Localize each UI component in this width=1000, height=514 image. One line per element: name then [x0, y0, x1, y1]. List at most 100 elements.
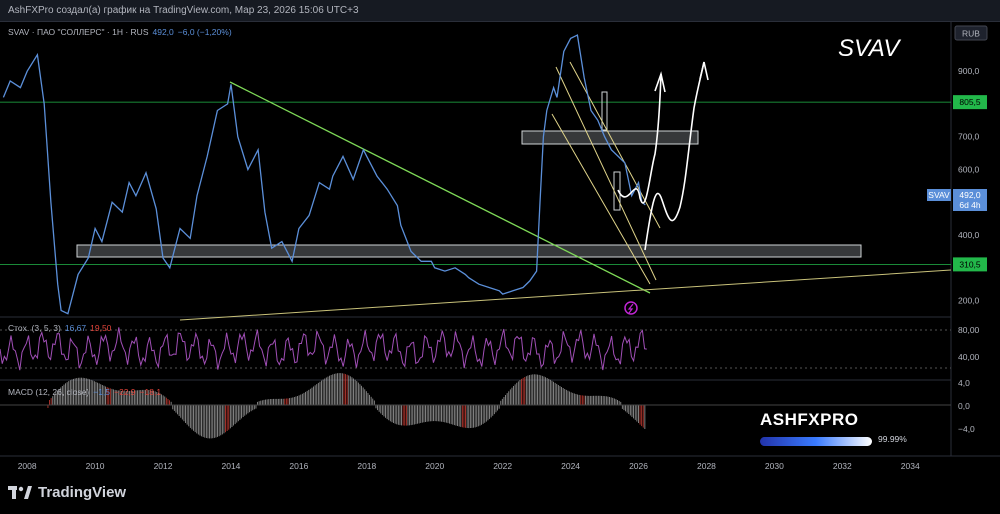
macd-bar [593, 395, 594, 405]
macd-bar [500, 400, 502, 405]
channel-line-1[interactable] [555, 66, 657, 281]
macd-bar [644, 405, 646, 429]
macd-bar [495, 405, 497, 413]
macd-bar [535, 374, 537, 405]
macd-bar [442, 405, 444, 422]
macd-bar [269, 399, 271, 405]
macd-bar [641, 405, 643, 427]
macd-bar [309, 388, 311, 405]
macd-bar [181, 405, 183, 420]
macd-bar [135, 390, 137, 405]
macd-bar [513, 386, 514, 405]
macd-bar [561, 387, 562, 405]
macd-bar [257, 401, 258, 405]
macd-bar [569, 391, 570, 405]
macd-bar [165, 397, 167, 405]
tradingview-watermark[interactable]: TradingView [8, 484, 126, 501]
snapshot-text: AshFXPro создал(а) график на TradingView… [8, 5, 359, 16]
macd-bar [393, 405, 394, 423]
macd-bar [631, 405, 633, 417]
macd-bar [524, 377, 526, 405]
macd-bar [610, 397, 612, 405]
macd-bar [401, 405, 402, 426]
trend-line-yellow[interactable] [179, 269, 952, 321]
trend-line-green[interactable] [229, 81, 651, 294]
macd-bar [109, 388, 111, 405]
event-icon[interactable] [624, 301, 638, 315]
macd-bar [225, 405, 226, 433]
macd-bar [325, 377, 327, 405]
macd-bar [316, 384, 318, 405]
macd-bar [503, 397, 505, 405]
macd-bar [229, 405, 231, 429]
macd-bar [461, 405, 463, 428]
macd-bar [353, 378, 354, 405]
macd-tick-0: 0,0 [958, 401, 970, 411]
legend-symbol: SVAV · ПАО "СОЛЛЕРС" · 1Н · RUS 492,0 −6,0… [8, 27, 232, 37]
macd-bar [89, 379, 90, 405]
macd-bar [329, 375, 330, 405]
price-axis[interactable]: 900,0 700,0 600,0 400,0 200,0 [958, 66, 980, 305]
macd-bar [522, 377, 524, 405]
macd-bar [450, 405, 452, 425]
macd-bar [231, 405, 233, 427]
macd-bar [516, 382, 518, 405]
projection-arrow-1[interactable] [617, 73, 662, 204]
macd-bar [186, 405, 188, 425]
macd-bar [498, 405, 500, 409]
macd-bar [497, 405, 498, 411]
macd-bar [223, 405, 225, 434]
macd-bar [521, 378, 522, 405]
macd-bar [172, 405, 174, 410]
macd-bar [85, 378, 87, 405]
macd-bar [410, 405, 412, 426]
macd-bar [517, 381, 519, 405]
macd-bar [362, 387, 364, 405]
macd-bar [436, 405, 438, 422]
macd-bar [589, 395, 591, 405]
macd-bar [197, 405, 199, 435]
macd-bar [492, 405, 494, 416]
macd-bar [204, 405, 206, 438]
channel-line-2[interactable] [551, 113, 651, 285]
tradingview-logo-icon [8, 485, 32, 499]
macd-bar [426, 405, 428, 422]
macd-bar [402, 405, 404, 426]
chart-canvas[interactable]: SVAV SVAV · ПАО "СОЛЛЕРС" · 1Н · RUS 492,… [0, 22, 1000, 478]
macd-bar [633, 405, 634, 419]
macd-bar [103, 385, 105, 405]
brand-percent: 99.99% [878, 433, 907, 444]
macd-bar [333, 373, 335, 405]
macd-bar [189, 405, 191, 428]
macd-bar [97, 382, 98, 405]
macd-bar [295, 396, 297, 405]
macd-bar [292, 397, 294, 405]
macd-bar [388, 405, 390, 421]
resistance-zone[interactable] [521, 130, 699, 145]
macd-bar [463, 405, 465, 428]
macd-bar [132, 390, 134, 405]
macd-bar [121, 391, 122, 405]
macd-bar [125, 391, 127, 405]
macd-bar [452, 405, 454, 425]
last-price-timer: 6d 4h [959, 200, 981, 210]
macd-bar [548, 378, 550, 405]
macd-bar [191, 405, 193, 430]
macd-bar [493, 405, 495, 415]
support-zone[interactable] [76, 244, 862, 258]
macd-bar [250, 405, 252, 412]
macd-bar [638, 405, 639, 423]
macd-bar [621, 405, 623, 409]
macd-bar [356, 381, 358, 405]
macd-bar [623, 405, 625, 411]
marker-box-1[interactable] [601, 91, 608, 131]
macd-bar [285, 398, 287, 405]
ticker-annotation: SVAV [838, 35, 901, 62]
projection-arrow-2[interactable] [644, 61, 705, 251]
macd-bar [346, 374, 348, 405]
macd-bar [519, 380, 521, 405]
time-tick: 2032 [833, 461, 852, 471]
macd-bar [468, 405, 470, 429]
time-axis[interactable]: 2008 2010 2012 2014 2016 2018 2020 2022 2024 2026… [18, 461, 920, 471]
currency-badge[interactable] [954, 25, 988, 41]
